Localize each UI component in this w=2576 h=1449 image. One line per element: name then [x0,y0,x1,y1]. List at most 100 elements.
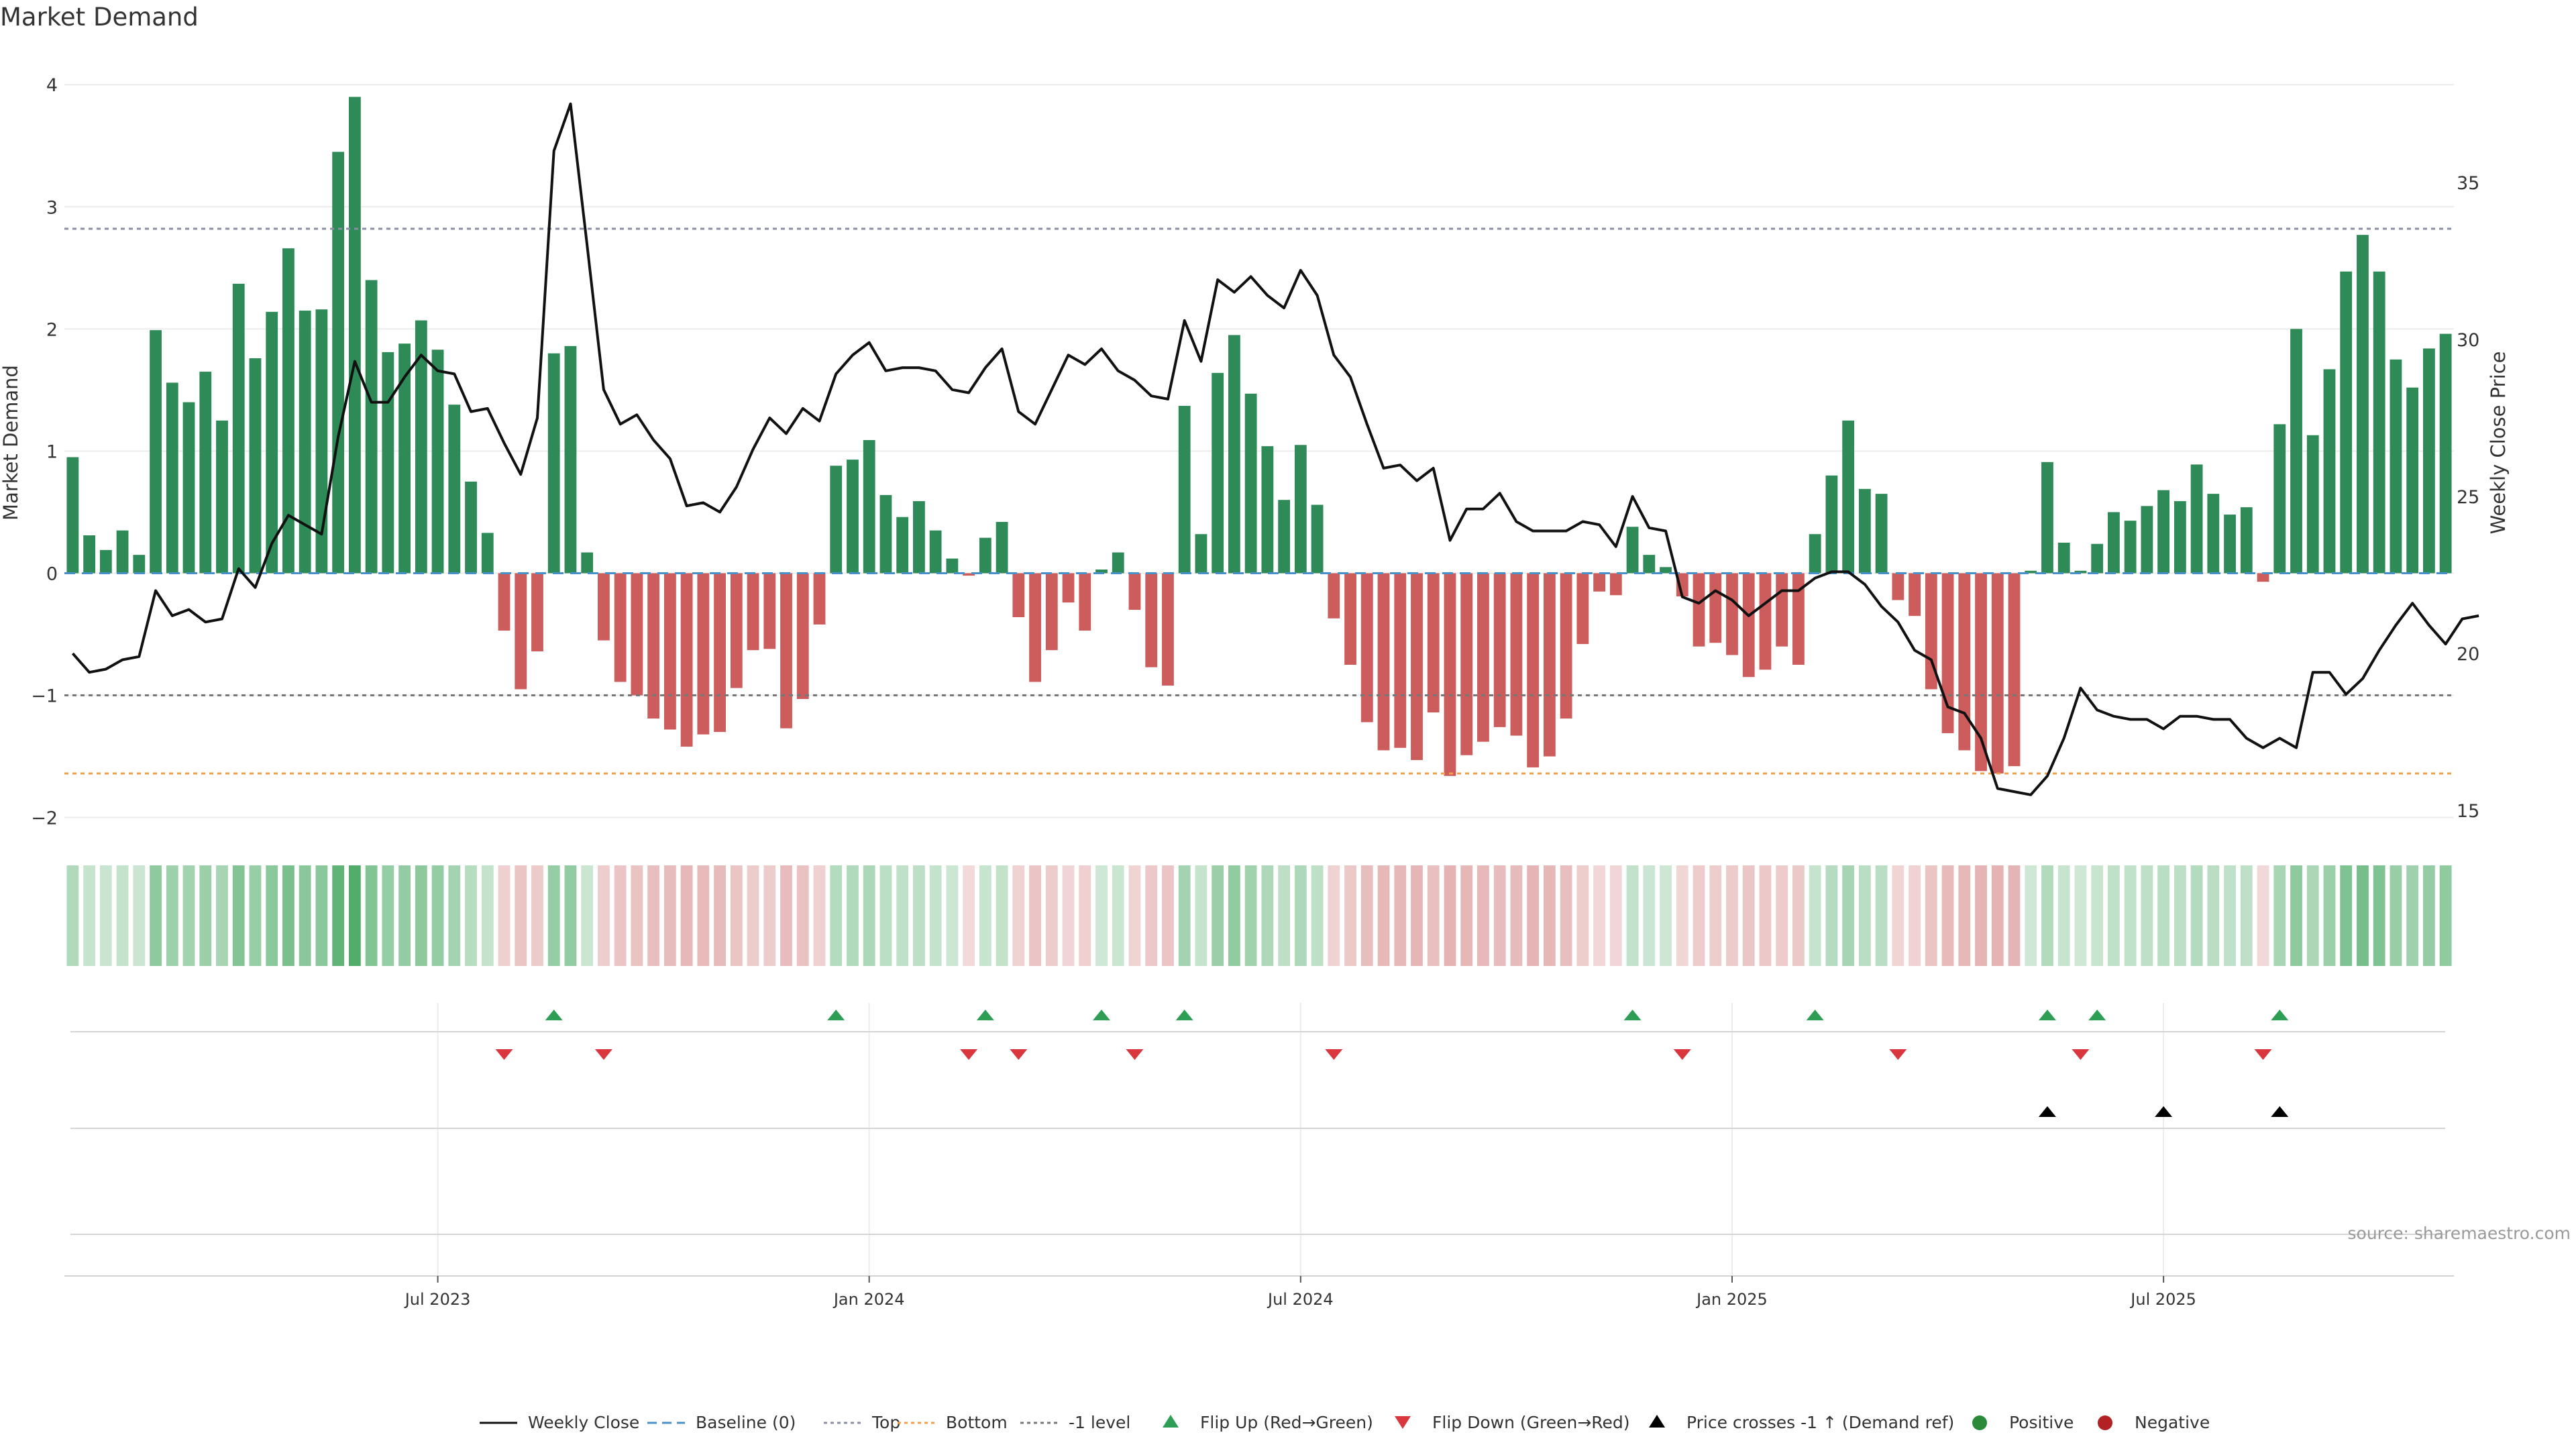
heat-cell [2025,865,2037,966]
heat-cell [166,865,178,966]
flip-down-marker [960,1049,978,1060]
heat-cell [348,865,361,966]
demand-bar-negative [1128,573,1141,610]
demand-bar-negative [1593,573,1605,592]
heat-cell [1444,865,1456,966]
heat-cell [1244,865,1257,966]
demand-bar-negative [1892,573,1904,600]
demand-bar-positive [1825,475,1838,574]
heat-cell [663,865,676,966]
demand-bar-negative [1411,573,1423,761]
heat-cell [564,865,577,966]
demand-bar-positive [2290,329,2302,574]
demand-bar-negative [1045,573,1058,651]
heat-cell [2439,865,2452,966]
heat-cell [332,865,345,966]
demand-bar-negative [614,573,627,682]
heat-cell [1394,865,1407,966]
demand-bar-positive [1643,555,1656,574]
demand-bar-positive [979,537,991,574]
demand-bar-negative [1145,573,1158,667]
demand-bar-positive [1212,372,1224,574]
demand-bar-positive [1195,534,1208,574]
heat-cell [2373,865,2385,966]
heat-cell [431,865,444,966]
demand-bar-positive [66,457,79,574]
legend-item: Weekly Close [480,1413,639,1432]
demand-bar-positive [2174,501,2186,574]
demand-bar-positive [1626,527,1639,574]
demand-bar-positive [2157,490,2170,574]
heat-cell [2390,865,2402,966]
heat-cell [1809,865,1821,966]
heat-cell [1925,865,1937,966]
demand-bar-negative [1079,573,1091,631]
demand-bar-positive [282,248,294,574]
heat-cell [780,865,792,966]
demand-bar-positive [564,345,577,574]
heat-cell [1941,865,1954,966]
heat-cell [1062,865,1075,966]
flip-up-marker [2271,1010,2289,1020]
demand-bar-positive [266,311,278,574]
demand-bar-negative [1328,573,1340,619]
demand-bar-negative [780,573,792,729]
demand-bar-positive [1858,488,1871,574]
heat-cell [2141,865,2153,966]
heat-cell [1112,865,1124,966]
demand-bar-positive [1261,446,1274,574]
heat-cell [1045,865,1058,966]
heat-cell [1543,865,1556,966]
heat-cell [847,865,859,966]
demand-bar-negative [796,573,809,699]
demand-bar-positive [2025,570,2037,574]
heat-cell [465,865,477,966]
demand-heat-strip [66,865,2452,966]
price-cross-up-marker [2155,1106,2173,1117]
heat-cell [2257,865,2269,966]
demand-bar-negative [1012,573,1025,618]
demand-bar-negative [631,573,643,696]
heat-cell [863,865,875,966]
flip-up-marker [2088,1010,2106,1020]
demand-bar-negative [763,573,776,649]
demand-bar-positive [1228,335,1240,574]
demand-bar-positive [299,311,311,574]
demand-bar-negative [1344,573,1356,665]
demand-bar-positive [847,460,859,574]
demand-bar-positive [2357,235,2369,574]
demand-bar-negative [1427,573,1440,713]
heat-cell [1311,865,1324,966]
demand-bar-negative [1759,573,1772,670]
demand-bar-positive [448,405,461,574]
demand-bar-positive [199,372,212,574]
heat-cell [1693,865,1705,966]
demand-bar-positive [1244,393,1257,574]
demand-bar-negative [1958,573,1971,751]
demand-bar-positive [2091,543,2104,574]
x-tick-label: Jan 2025 [1695,1290,1768,1309]
heat-cell [1792,865,1805,966]
heat-cell [2306,865,2319,966]
y-left-tick-label: 0 [46,564,58,584]
heat-cell [1759,865,1772,966]
demand-bar-positive [83,535,96,574]
heat-cell [879,865,892,966]
legend-item: Bottom [898,1413,1008,1432]
demand-bars [66,97,2452,776]
heat-cell [1427,865,1440,966]
demand-bar-positive [2057,542,2070,574]
demand-bar-negative [1693,573,1705,647]
heat-cell [266,865,278,966]
x-tick-label: Jul 2024 [1267,1290,1334,1309]
heat-cell [2290,865,2302,966]
heat-cell [99,865,112,966]
heat-cell [1909,865,1921,966]
heat-cell [2190,865,2203,966]
heat-cell [697,865,710,966]
heat-cell [1726,865,1738,966]
demand-bar-positive [2273,424,2286,574]
demand-bar-positive [2240,507,2253,574]
flip-down-marker [1126,1049,1144,1060]
heat-cell [66,865,79,966]
